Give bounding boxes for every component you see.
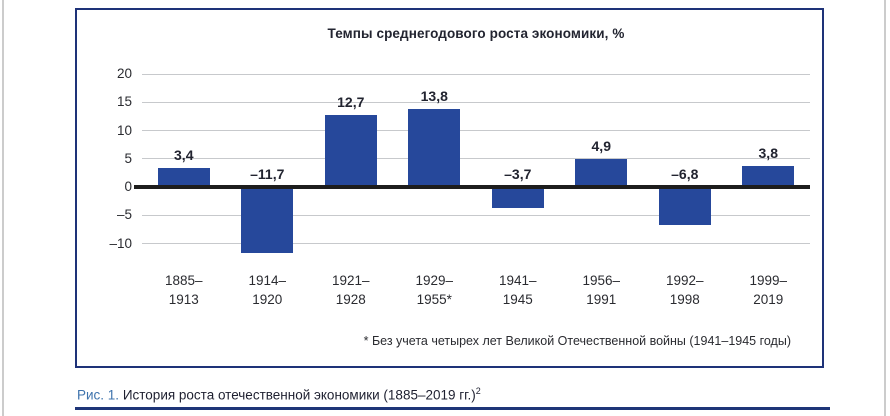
bar-value-label: 4,9 xyxy=(591,138,611,155)
x-axis-category-label: 1956– 1991 xyxy=(582,273,621,307)
figure-label: Рис. 1. xyxy=(77,387,120,403)
bar-value-label: –11,7 xyxy=(250,166,285,182)
y-axis-tick-label: 15 xyxy=(116,94,132,110)
bar xyxy=(658,187,711,226)
x-axis-category-label: 1914– 1920 xyxy=(248,273,287,307)
gridline xyxy=(142,158,810,160)
bar-value-label: –3,7 xyxy=(504,166,532,182)
bar-value-label: 12,7 xyxy=(337,94,365,111)
caption-text: История роста отечественной экономики (1… xyxy=(119,387,476,403)
y-axis-tick-label: –5 xyxy=(116,207,132,223)
x-axis-category-label: 1999– 2019 xyxy=(749,273,788,307)
figure-panel: Темпы среднегодового роста экономики, % … xyxy=(75,8,824,368)
y-axis-tick-label: 10 xyxy=(116,122,132,138)
bar xyxy=(241,187,294,254)
x-axis-category-label: 1921– 1928 xyxy=(331,273,370,307)
x-axis-category-label: 1885– 1913 xyxy=(164,273,203,307)
bar-value-label: 3,4 xyxy=(174,146,194,163)
gridline xyxy=(142,101,810,103)
x-axis-category-label: 1929– 1955* xyxy=(415,273,454,307)
plot-area: 20 15 10 5 0 –5 –10 3,4 1885– 1913 –11,7 1914– 1920 1… xyxy=(109,10,810,370)
chart-footnote: * Без учета четырех лет Великой Отечеств… xyxy=(363,334,791,348)
gridline xyxy=(142,214,810,216)
bar-value-label: 3,8 xyxy=(758,144,778,161)
gridline xyxy=(142,73,810,75)
bar-value-label: –6,8 xyxy=(671,166,699,182)
bar xyxy=(491,187,544,208)
bar xyxy=(324,115,377,187)
y-axis-tick-label: 20 xyxy=(116,66,132,81)
x-axis-category-label: 1941– 1945 xyxy=(498,273,537,307)
caption-footnote-marker: 2 xyxy=(475,386,481,396)
bar xyxy=(157,167,210,187)
section-divider xyxy=(75,407,830,410)
figure-caption: Рис. 1. История роста отечественной экон… xyxy=(77,386,481,403)
chart-title: Темпы среднегодового роста экономики, % xyxy=(327,26,625,41)
gridline xyxy=(142,130,810,131)
y-axis-tick-label: 0 xyxy=(124,179,132,194)
x-axis-category-label: 1992– 1998 xyxy=(665,273,704,307)
bar-value-label: 13,8 xyxy=(420,88,448,105)
bar xyxy=(742,165,795,187)
gridline xyxy=(142,243,810,244)
page-edge-right xyxy=(884,0,886,416)
bar xyxy=(408,109,461,187)
bar xyxy=(575,159,628,187)
y-axis-tick-label: 5 xyxy=(124,150,132,166)
y-axis-tick-label: –10 xyxy=(109,235,132,251)
x-axis-zero-line xyxy=(134,185,810,189)
page-edge-left xyxy=(2,0,4,416)
